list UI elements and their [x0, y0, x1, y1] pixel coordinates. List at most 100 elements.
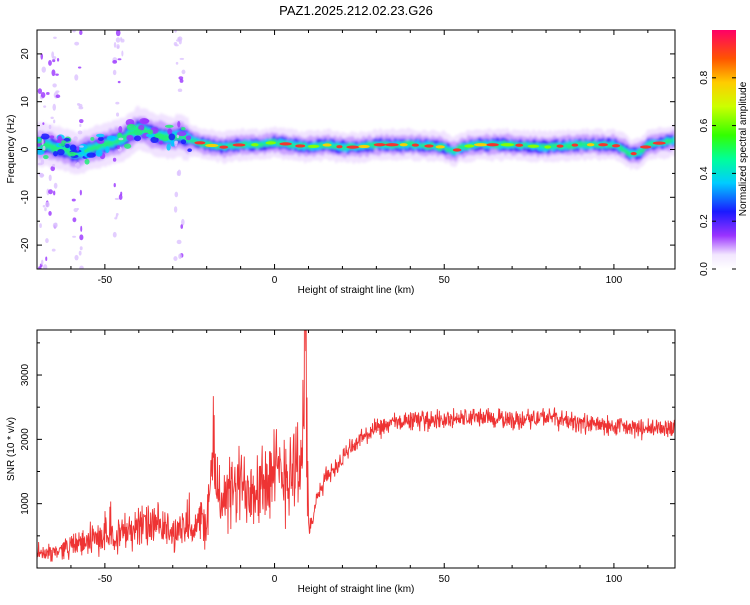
- spectrogram-peak: [652, 141, 666, 145]
- spectrogram-noise-blob: [126, 134, 134, 141]
- spectrogram-noise-blob: [86, 152, 96, 158]
- spectrogram-speckle: [174, 44, 179, 47]
- y-tick-label: 3000: [20, 363, 31, 386]
- colorbar-ticks: 0.0 0.2 0.4 0.6 0.8: [699, 70, 736, 276]
- spectrogram-speckle: [48, 189, 53, 195]
- spectrogram-noise-blob: [58, 143, 66, 147]
- spectrogram-noise-blob: [154, 133, 165, 139]
- spectrogram-noise-blob: [133, 129, 143, 136]
- spectrogram-x-ticks: -50 0 50 100: [36, 30, 649, 286]
- spectrogram-speckle: [78, 118, 84, 124]
- spectrogram-speckle: [78, 106, 84, 110]
- spectrogram-speckle: [55, 73, 59, 76]
- spectrogram-speckle: [52, 83, 57, 88]
- spectrogram-speckle: [53, 190, 56, 196]
- spectrogram-speckle: [117, 58, 122, 61]
- spectrogram-noise-blob: [37, 143, 41, 147]
- spectrogram-noise-blob: [138, 124, 145, 131]
- spectrogram-speckle: [181, 218, 185, 226]
- x-tick-label: -50: [98, 574, 113, 585]
- spectrogram-band: [37, 118, 675, 165]
- spectrogram-speckle: [48, 59, 52, 66]
- spectrogram-noise-blob: [147, 129, 154, 135]
- spectrogram-speckle: [74, 74, 79, 81]
- spectrogram-speckle: [113, 41, 117, 48]
- spectrogram-peak: [473, 143, 488, 147]
- spectrogram-peak: [411, 143, 419, 147]
- spectrogram-speckle: [55, 94, 61, 99]
- colorbar-tick-label: 0.8: [699, 70, 710, 84]
- spectrogram-speckle: [178, 76, 184, 80]
- spectrogram-peak: [194, 141, 206, 145]
- spectrogram-speckle: [77, 66, 82, 69]
- spectrogram-peak: [399, 143, 408, 147]
- spectrogram-noise-blob: [180, 126, 186, 131]
- spectrogram-speckle: [80, 225, 83, 232]
- spectrogram-speckle: [177, 120, 181, 128]
- spectrogram-noise-blob: [84, 158, 90, 165]
- spectrogram-noise-blob: [168, 133, 176, 141]
- spectrogram-speckle: [112, 59, 118, 64]
- spectrogram-speckle: [43, 105, 47, 108]
- spectrogram-speckle: [79, 123, 82, 128]
- spectrogram-speckle: [74, 41, 80, 46]
- spectrogram-speckle: [180, 224, 184, 229]
- spectrogram-noise-blob: [187, 148, 192, 152]
- y-tick-label: 0: [20, 146, 31, 152]
- x-tick-label: 0: [272, 574, 278, 585]
- x-tick-label: 50: [439, 275, 451, 286]
- spectrogram-noise-blob: [126, 123, 136, 131]
- snr-y-label: SNR (10 * v/v): [6, 417, 17, 481]
- snr-y-ticks: 1000 2000 3000: [20, 342, 675, 537]
- spectrogram-noise-blob: [139, 118, 150, 125]
- spectrogram-speckle: [72, 30, 76, 33]
- spectrogram-noise-blob: [57, 148, 65, 156]
- y-tick-label: -10: [20, 190, 31, 205]
- spectrogram-speckle: [39, 223, 42, 228]
- spectrogram-heatmap: [37, 30, 675, 269]
- spectrogram-speckle: [39, 172, 44, 178]
- snr-line: [37, 330, 675, 562]
- spectrogram-speckle: [177, 88, 183, 92]
- spectrogram-speckle: [117, 80, 121, 84]
- spectrogram-speckle: [120, 191, 123, 196]
- spectrogram-peak: [346, 145, 360, 149]
- spectrogram-noise-blob: [53, 150, 58, 157]
- spectrogram-noise-blob: [105, 146, 110, 153]
- colorbar: 0.0 0.2 0.4 0.6 0.8 Normalized spectral ampl…: [699, 30, 749, 276]
- spectrogram-speckle: [114, 197, 120, 201]
- colorbar-gradient: [712, 30, 736, 269]
- spectrogram-noise-blob: [90, 137, 95, 141]
- spectrogram-speckle: [117, 145, 120, 150]
- spectrogram-peak: [486, 143, 499, 147]
- spectrogram-peak: [205, 143, 219, 148]
- spectrogram-speckle: [40, 53, 44, 60]
- spectrogram-speckle: [175, 61, 179, 65]
- spectrogram-peak: [435, 145, 445, 149]
- spectrogram-band: [37, 123, 675, 159]
- spectrogram-noise-blob: [61, 140, 67, 144]
- spectrogram-speckle: [48, 211, 52, 216]
- spectrogram-peak: [556, 144, 564, 148]
- spectrogram-noise-blob: [180, 139, 187, 145]
- spectrogram-noise-blob: [40, 133, 50, 140]
- spectrogram-speckle: [41, 138, 44, 146]
- spectrogram-speckle: [78, 250, 82, 256]
- spectrogram-speckle: [76, 146, 80, 152]
- spectrogram-peak: [500, 143, 514, 147]
- spectrogram-speckle: [40, 91, 46, 99]
- y-tick-label: -20: [20, 237, 31, 252]
- spectrogram-speckle: [116, 46, 120, 49]
- colorbar-tick-label: 0.6: [699, 118, 710, 132]
- colorbar-tick-label: 0.2: [699, 214, 710, 228]
- spectrogram-noise-blob: [167, 128, 173, 135]
- spectrogram-peak: [544, 145, 552, 149]
- spectrogram-peak: [373, 143, 386, 147]
- spectrogram-speckle: [176, 170, 180, 176]
- spectrogram-noise-blob: [106, 135, 117, 141]
- spectrogram-speckle: [52, 56, 57, 60]
- spectrogram-y-label: Frequency (Hz): [6, 115, 17, 184]
- spectrogram-x-label: Height of straight line (km): [298, 285, 415, 296]
- spectrogram-peak: [295, 144, 306, 148]
- spectrogram-speckle: [178, 38, 182, 45]
